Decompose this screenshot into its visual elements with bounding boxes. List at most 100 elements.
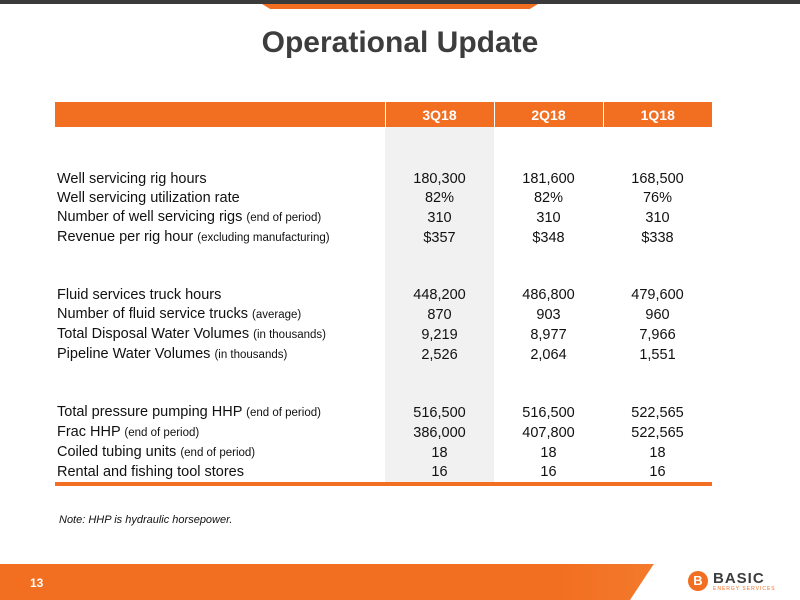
value-cell: 522,565: [631, 424, 684, 441]
row-label-text: Total pressure pumping HHP: [57, 404, 247, 420]
value-cell: 82%: [533, 190, 564, 206]
value-cell: 16: [540, 464, 557, 480]
header-label-cell: [55, 102, 385, 127]
row-label-qualifier: (end of period): [246, 407, 321, 419]
row-label-text: Well servicing rig hours: [57, 171, 207, 187]
page-number: 13: [30, 576, 44, 590]
operational-table: 3Q18 2Q18 1Q18 Well servicing rig hours 1…: [55, 102, 712, 482]
value-cell: 448,200: [385, 286, 494, 305]
row-label-qualifier: (in thousands): [253, 329, 326, 341]
row-label-text: Number of well servicing rigs: [57, 209, 247, 225]
value-cell: 516,500: [522, 404, 575, 421]
company-logo: B BASIC ENERGY SERVICES: [688, 570, 788, 594]
value-cell: 310: [645, 209, 670, 226]
value-cell: 407,800: [522, 424, 575, 441]
value-cell: 2,526: [385, 345, 494, 365]
logo-tagline: ENERGY SERVICES: [713, 586, 776, 592]
spacer-cell-shaded: [385, 365, 494, 403]
row-label: Well servicing rig hours: [55, 170, 385, 189]
row-label-text: Fluid services truck hours: [57, 287, 222, 303]
table-row: Coiled tubing units (end of period) 18 18 1…: [55, 443, 712, 463]
value-cell: 18: [385, 443, 494, 463]
table-bottom-rule: [55, 482, 712, 486]
table-row: Number of fluid service trucks (average)…: [55, 305, 712, 325]
value-cell: 18: [540, 444, 557, 461]
value-cell: 9,219: [385, 325, 494, 345]
spacer-row: [55, 127, 712, 170]
row-label: Rental and fishing tool stores: [55, 463, 385, 482]
row-label: Total Disposal Water Volumes (in thousan…: [55, 325, 385, 345]
top-accent: [262, 4, 538, 9]
row-label: Number of well servicing rigs (end of pe…: [55, 208, 385, 228]
row-label-text: Total Disposal Water Volumes: [57, 326, 254, 342]
spacer-cell-shaded: [385, 248, 494, 286]
value-cell: 16: [649, 464, 666, 480]
row-label-text: Number of fluid service trucks: [57, 306, 253, 322]
row-label-text: Frac HHP: [57, 424, 125, 440]
table-row: Number of well servicing rigs (end of pe…: [55, 208, 712, 228]
spacer-cell-shaded: [385, 127, 494, 170]
table-row: Total pressure pumping HHP (end of perio…: [55, 403, 712, 423]
row-label-qualifier: (average): [252, 309, 302, 321]
value-cell: 310: [536, 209, 561, 226]
row-label: Pipeline Water Volumes (in thousands): [55, 345, 385, 365]
value-cell: 7,966: [639, 326, 676, 343]
value-cell: 76%: [642, 190, 673, 206]
value-cell: $348: [532, 229, 565, 246]
footer-logo-area: [630, 564, 800, 600]
table-row: Frac HHP (end of period) 386,000 407,800 52…: [55, 423, 712, 443]
value-cell: 8,977: [530, 326, 567, 343]
spacer-row: [55, 365, 712, 403]
value-cell: 522,565: [631, 404, 684, 421]
row-label: Total pressure pumping HHP (end of perio…: [55, 403, 385, 423]
spacer-cell: [494, 127, 603, 170]
row-label-qualifier: (end of period): [124, 427, 200, 439]
value-cell: 960: [645, 306, 670, 323]
value-cell: 18: [649, 444, 666, 461]
row-label: Number of fluid service trucks (average): [55, 305, 385, 325]
row-label: Fluid services truck hours: [55, 286, 385, 305]
value-cell: 180,300: [385, 170, 494, 189]
spacer-cell: [55, 365, 385, 403]
table-row: Total Disposal Water Volumes (in thousan…: [55, 325, 712, 345]
value-cell: 82%: [385, 189, 494, 208]
operational-table-wrap: 3Q18 2Q18 1Q18 Well servicing rig hours 1…: [55, 102, 712, 486]
row-label: Revenue per rig hour (excluding manufact…: [55, 228, 385, 248]
column-header-1q18: 1Q18: [602, 102, 712, 127]
value-cell: 870: [385, 305, 494, 325]
row-label-qualifier: (excluding manufacturing): [197, 232, 330, 244]
row-label: Coiled tubing units (end of period): [55, 443, 385, 463]
row-label-text: Well servicing utilization rate: [57, 190, 240, 206]
value-cell: 16: [385, 463, 494, 482]
row-label: Well servicing utilization rate: [55, 189, 385, 208]
table-row: Well servicing rig hours 180,300 181,600 16…: [55, 170, 712, 189]
logo-word: BASIC: [713, 570, 765, 587]
spacer-cell: [603, 127, 712, 170]
spacer-cell: [603, 248, 712, 286]
spacer-cell: [494, 248, 603, 286]
table-row: Fluid services truck hours 448,200 486,800…: [55, 286, 712, 305]
value-cell: 310: [385, 208, 494, 228]
value-cell: 903: [536, 306, 561, 323]
row-label-text: Pipeline Water Volumes: [57, 346, 215, 362]
table-header-row: 3Q18 2Q18 1Q18: [55, 102, 712, 127]
footnote: Note: HHP is hydraulic horsepower.: [59, 514, 233, 526]
column-header-2q18: 2Q18: [493, 102, 603, 127]
value-cell: $338: [641, 229, 674, 246]
row-label-qualifier: (in thousands): [214, 349, 288, 361]
page-title: Operational Update: [261, 26, 539, 59]
row-label-qualifier: (end of period): [246, 212, 322, 224]
value-cell: 486,800: [522, 287, 575, 303]
row-label-text: Rental and fishing tool stores: [57, 464, 244, 480]
value-cell: 386,000: [385, 423, 494, 443]
value-cell: 479,600: [631, 287, 684, 303]
table-body: Well servicing rig hours 180,300 181,600 16…: [55, 127, 712, 482]
value-cell: 2,064: [530, 346, 567, 363]
spacer-row: [55, 248, 712, 286]
value-cell: 168,500: [631, 171, 684, 187]
row-label-qualifier: (end of period): [180, 447, 256, 459]
value-cell: $357: [385, 228, 494, 248]
spacer-cell: [55, 127, 385, 170]
table-row: Rental and fishing tool stores 16 16 16: [55, 463, 712, 482]
column-header-3q18: 3Q18: [384, 102, 494, 127]
